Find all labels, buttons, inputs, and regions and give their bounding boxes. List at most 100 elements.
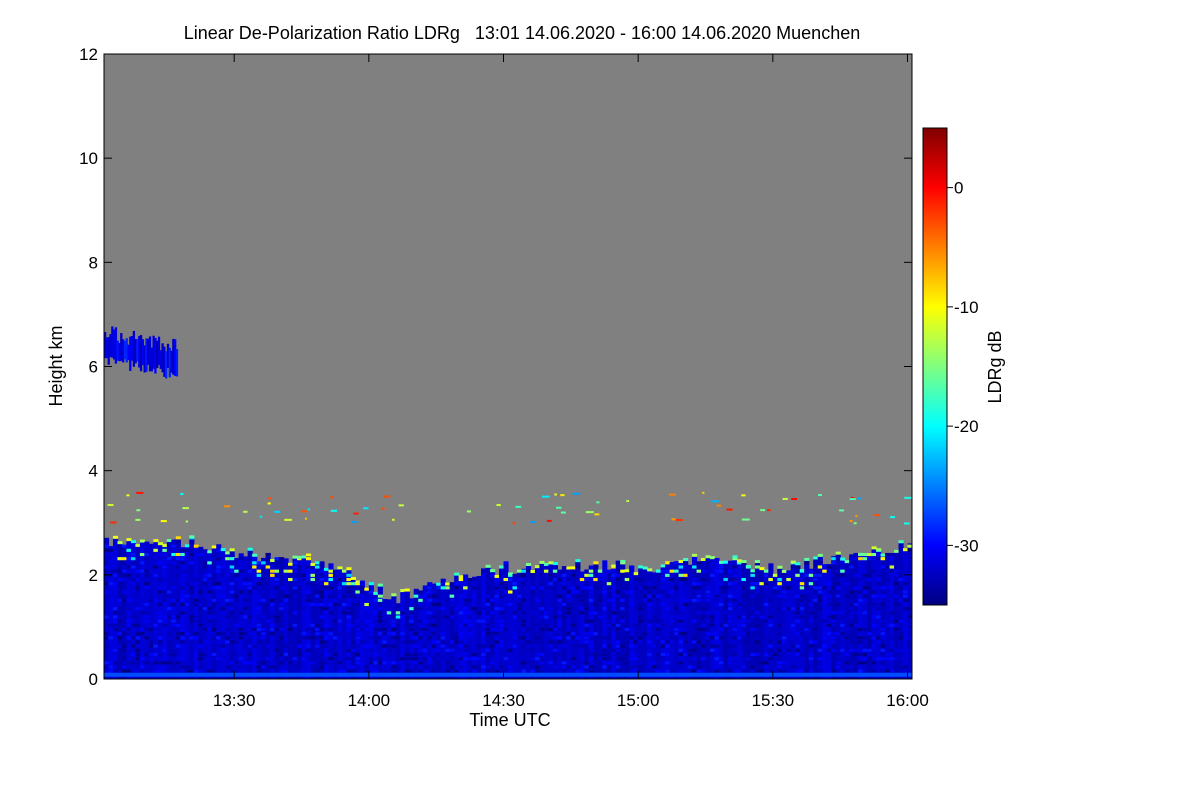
heatmap-cell <box>184 544 190 548</box>
heatmap-cell <box>516 573 523 577</box>
heatmap-cell <box>669 615 675 619</box>
heatmap-cell <box>180 598 186 602</box>
heatmap-cell <box>306 557 312 561</box>
heatmap-cell <box>252 561 258 565</box>
heatmap-cell <box>180 627 186 632</box>
heatmap-cell <box>211 602 217 607</box>
heatmap-cell <box>346 586 352 590</box>
heatmap-cell <box>121 648 128 652</box>
heatmap-cell <box>521 582 527 586</box>
heatmap-cell <box>606 619 612 623</box>
heatmap-cell <box>651 661 657 665</box>
heatmap-cell <box>198 669 204 673</box>
heatmap-cell <box>301 607 307 611</box>
heatmap-cell <box>256 577 262 582</box>
heatmap-cell <box>485 619 491 623</box>
heatmap-cell <box>727 594 734 598</box>
heatmap-cell <box>121 544 128 548</box>
heatmap-cell <box>288 582 294 586</box>
heatmap-column <box>292 555 298 679</box>
heatmap-cell <box>651 623 657 627</box>
heatmap-cell <box>786 627 792 632</box>
heatmap-cell <box>718 598 725 602</box>
heatmap-cell <box>876 607 882 611</box>
heatmap-cell <box>584 636 590 640</box>
heatmap-cell <box>602 560 608 679</box>
heatmap-cell <box>193 640 199 644</box>
heatmap-cell <box>189 636 195 640</box>
heatmap-cell <box>126 577 132 582</box>
heatmap-cell <box>229 661 235 665</box>
heatmap-cell <box>611 586 617 590</box>
heatmap-cell <box>714 644 720 648</box>
heatmap-column <box>418 590 424 679</box>
heatmap-cell <box>790 644 796 648</box>
heatmap-cell <box>454 632 460 636</box>
heatmap-cell <box>162 602 168 607</box>
heatmap-cell <box>107 337 110 365</box>
heatmap-cell <box>445 598 451 602</box>
heatmap-cell <box>656 648 662 652</box>
heatmap-cell <box>409 623 415 627</box>
heatmap-cell <box>153 598 159 602</box>
heatmap-cell <box>112 569 119 573</box>
heatmap-column <box>876 548 882 679</box>
heatmap-cell <box>481 632 487 636</box>
heatmap-cell <box>436 598 442 602</box>
heatmap-cell <box>508 669 514 673</box>
heatmap-cell <box>472 648 478 652</box>
heatmap-cell <box>754 565 760 569</box>
heatmap-cell <box>234 648 240 652</box>
heatmap-cell <box>445 585 451 679</box>
heatmap-cell <box>849 627 855 632</box>
heatmap-column <box>463 574 469 679</box>
heatmap-cell <box>144 544 150 548</box>
heatmap-column <box>431 583 437 679</box>
heatmap-cell <box>310 602 316 607</box>
heatmap-cell <box>422 619 428 623</box>
heatmap-cell <box>665 607 671 611</box>
heatmap-cell <box>391 661 397 665</box>
heatmap-cell <box>162 548 168 552</box>
heatmap-column <box>104 537 110 679</box>
heatmap-cell <box>157 602 163 607</box>
heatmap-cell <box>341 582 347 586</box>
heatmap-cell <box>620 657 626 661</box>
heatmap-cell <box>189 590 195 594</box>
heatmap-column <box>687 564 693 679</box>
heatmap-cell <box>512 582 518 586</box>
heatmap-cell <box>880 648 886 652</box>
heatmap-cell <box>503 561 509 565</box>
heatmap-cell <box>795 669 801 673</box>
heatmap-column <box>871 546 877 679</box>
heatmap-cell <box>826 598 832 602</box>
heatmap-cell <box>871 569 877 573</box>
heatmap-cell <box>328 619 334 623</box>
heatmap-cell <box>166 615 172 619</box>
heatmap-cell <box>651 586 657 590</box>
heatmap-cell <box>454 640 460 644</box>
heatmap-cell <box>328 644 334 648</box>
heatmap-cell <box>288 577 294 582</box>
heatmap-cell <box>189 537 195 679</box>
heatmap-cell <box>570 586 576 590</box>
heatmap-cell <box>701 569 707 573</box>
heatmap-column <box>804 557 810 679</box>
heatmap-column <box>530 569 536 679</box>
heatmap-cell <box>647 598 653 602</box>
heatmap-column <box>692 553 698 679</box>
heatmap-cell <box>750 627 756 632</box>
heatmap-cell <box>481 619 487 623</box>
heatmap-cell <box>678 611 684 615</box>
heatmap-cell <box>584 602 590 607</box>
heatmap-cell <box>588 636 594 640</box>
heatmap-cell <box>377 611 383 615</box>
heatmap-cell <box>247 547 253 551</box>
heatmap-cell <box>292 561 298 565</box>
heatmap-cell <box>449 665 455 669</box>
heatmap-cell <box>243 644 249 648</box>
heatmap-cell <box>337 640 343 644</box>
heatmap-cell <box>835 594 841 598</box>
heatmap-cell <box>306 598 312 602</box>
heatmap-cell <box>346 669 352 673</box>
